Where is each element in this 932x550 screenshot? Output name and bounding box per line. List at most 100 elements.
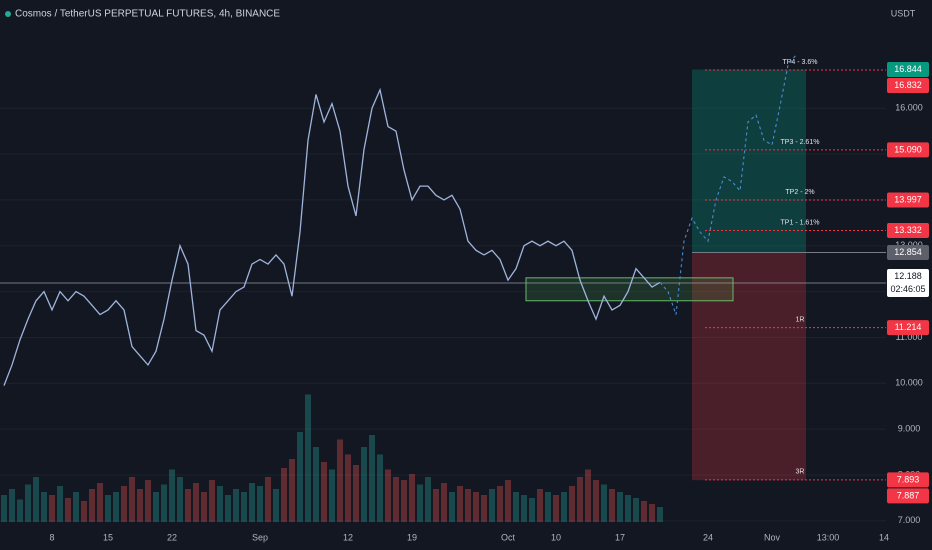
volume-bar [233,489,239,522]
volume-bar [73,492,79,522]
y-tick-label: 10.000 [895,378,923,388]
volume-bar [633,498,639,522]
price-tag [887,142,929,158]
volume-bar [1,495,7,522]
countdown-label: 02:46:05 [890,284,925,294]
volume-bar [225,495,231,522]
volume-bar [481,495,487,522]
volume-bar [577,477,583,522]
x-tick-label: Oct [501,532,516,542]
x-tick-label: 14 [879,532,889,542]
price-tag-label: 15.090 [894,144,922,154]
volume-bar [409,474,415,522]
x-tick-label: 8 [49,532,54,542]
volume-bar [241,492,247,522]
x-tick-label: Sep [252,532,268,542]
volume-bar [393,477,399,522]
volume-bar [569,486,575,522]
volume-bar [545,492,551,522]
volume-bar [177,477,183,522]
level-label: TP2 - 2% [785,189,814,196]
y-tick-label: 11.000 [896,332,923,342]
level-label: TP1 - 1.61% [781,219,820,226]
y-tick-label: 9.000 [898,424,921,434]
volume-bar [193,483,199,522]
volume-bar [457,486,463,522]
volume-bar [657,507,663,522]
volume-bar [385,469,391,522]
volume-bar [369,435,375,522]
level-label: TP3 - 2.61% [781,139,820,146]
volume-bar [321,462,327,522]
volume-bar [609,489,615,522]
price-tag [887,488,929,504]
volume-bar [593,480,599,522]
x-tick-label: Nov [764,532,781,542]
price-tag [887,62,929,78]
profit-zone [692,69,806,253]
volume-bar [33,477,39,522]
volume-bar [537,489,543,522]
level-label: 3R [796,469,805,476]
price-tag [887,244,929,260]
price-tag-label: 7.893 [897,474,920,484]
volume-bar [497,486,503,522]
volume-bar [169,469,175,522]
volume-bar [649,504,655,522]
y-tick-label: 7.000 [898,515,921,525]
volume-bar [161,484,167,522]
volume-bar [97,483,103,522]
volume-bar [401,480,407,522]
volume-bar [641,501,647,522]
price-tag-label: 13.997 [894,194,922,204]
volume-bar [513,492,519,522]
price-line [3,87,661,386]
volume-bar [17,499,23,522]
volume-bar [265,477,271,522]
price-tag-label: 12.188 [894,271,922,281]
volume-bar [625,495,631,522]
volume-bar [441,483,447,522]
volume-bar [217,486,223,522]
x-tick-label: 13:00 [817,532,840,542]
y-tick-label: 16.000 [895,103,923,113]
level-label: TP4 - 3.6% [782,59,817,66]
volume-bar [337,439,343,522]
volume-bar [521,495,527,522]
volume-bar [25,484,31,522]
volume-bar [281,468,287,522]
volume-bar [273,489,279,522]
volume-bar [289,459,295,522]
volume-bar [153,492,159,522]
volume-bar [489,489,495,522]
volume-bar [465,489,471,522]
volume-bar [105,495,111,522]
price-tag [887,472,929,488]
volume-bar [185,489,191,522]
price-tag-label: 16.832 [894,80,922,90]
currency-label: USDT [891,8,916,18]
volume-bar [9,489,15,522]
volume-bar [137,489,143,522]
volume-bar [113,492,119,522]
volume-bar [89,489,95,522]
volume-bar [473,492,479,522]
volume-bar [377,454,383,522]
volume-bar [201,492,207,522]
projection-line [659,54,797,315]
volume-bar [617,492,623,522]
volume-bar [81,501,87,522]
volume-bar [57,486,63,522]
volume-bar [529,498,535,522]
volume-bar [417,484,423,522]
price-tag [887,268,929,297]
volume-bar [505,480,511,522]
status-dot [5,11,11,17]
price-tag-label: 13.332 [894,225,922,235]
x-tick-label: 10 [551,532,561,542]
volume-bar [49,495,55,522]
volume-bar [353,465,359,522]
price-tag-label: 11.214 [895,322,922,332]
